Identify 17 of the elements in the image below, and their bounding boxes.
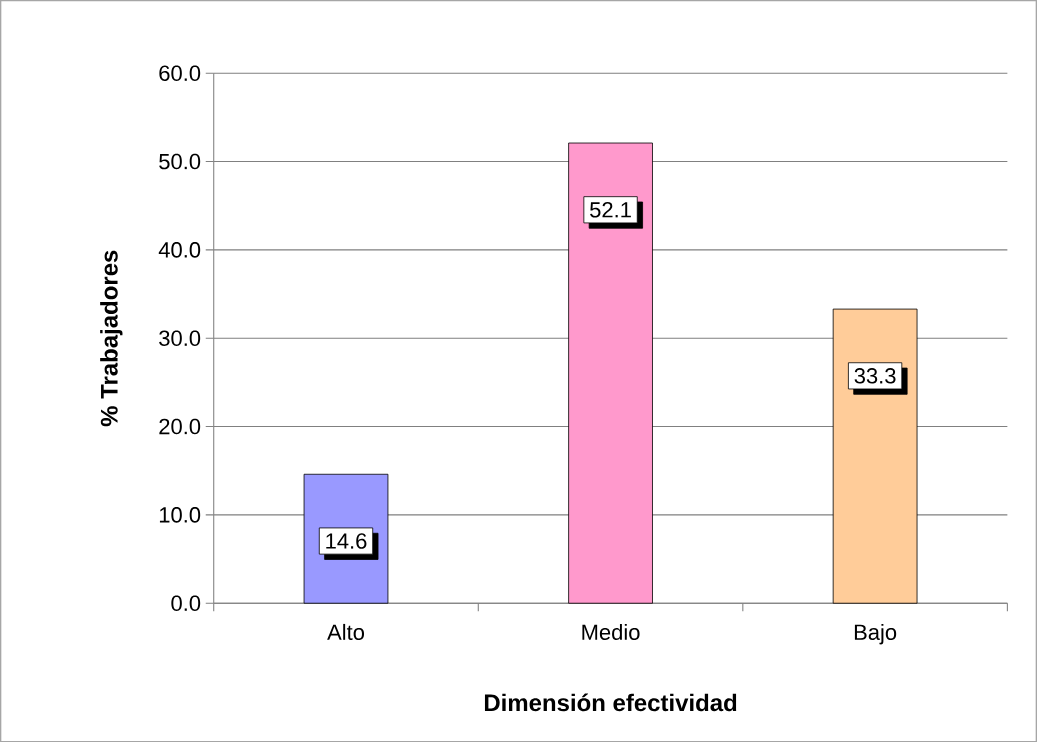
x-tick-label: Medio bbox=[582, 623, 640, 640]
x-tick-label: Bajo bbox=[854, 623, 897, 645]
y-tick-label: 0.0 bbox=[171, 595, 201, 611]
y-tick-label: 20.0 bbox=[159, 418, 201, 435]
x-axis-title: Dimensión efectividad bbox=[484, 693, 737, 712]
bar bbox=[568, 142, 653, 604]
data-label: 14.6 bbox=[326, 533, 367, 549]
y-axis-title: % Trabajadores bbox=[100, 250, 123, 427]
y-tick-label: 30.0 bbox=[159, 330, 201, 346]
y-tick-label: 60.0 bbox=[159, 65, 201, 81]
x-tick-label: Alto bbox=[327, 623, 365, 640]
data-label: 33.3 bbox=[854, 367, 896, 384]
y-tick-label: 40.0 bbox=[158, 241, 201, 258]
y-tick-label: 10.0 bbox=[159, 506, 201, 523]
y-tick-label: 50.0 bbox=[159, 153, 201, 170]
bar bbox=[832, 308, 918, 604]
data-label: 52.1 bbox=[590, 201, 631, 218]
